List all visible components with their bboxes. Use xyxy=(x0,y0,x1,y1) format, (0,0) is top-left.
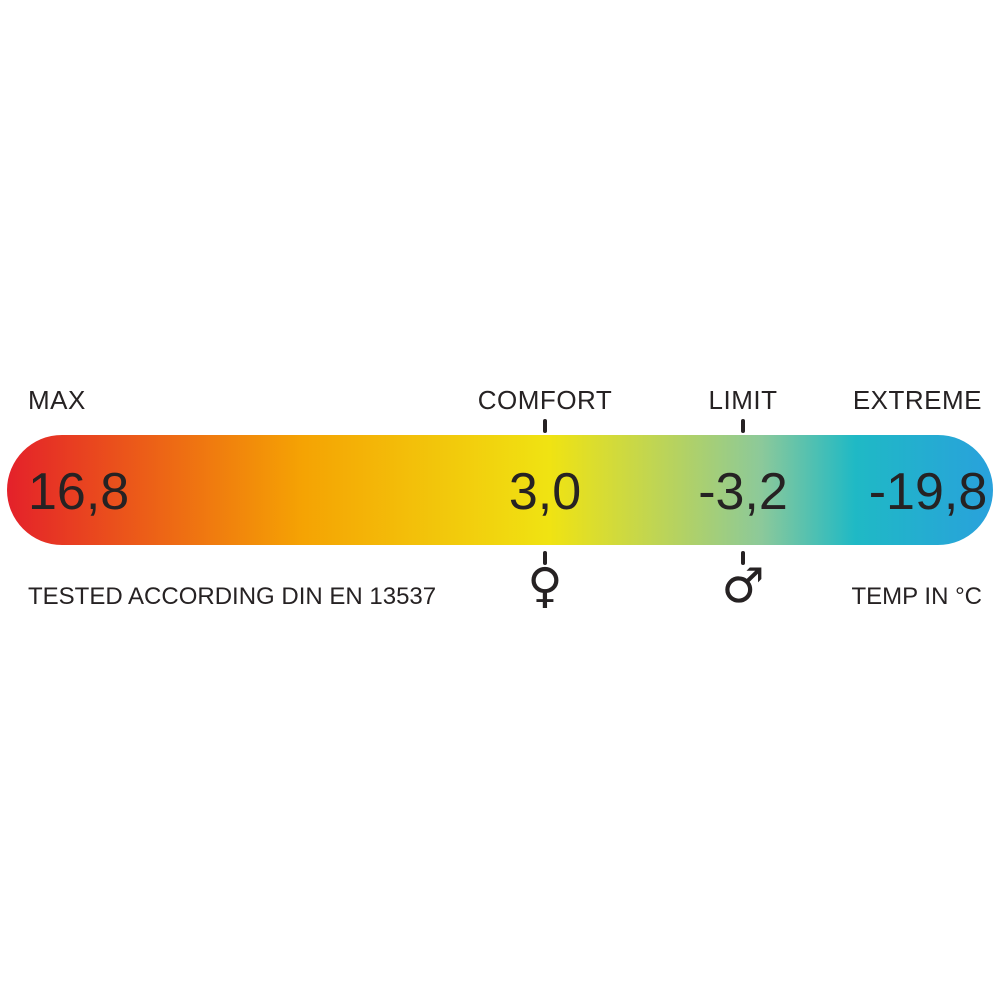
temperature-gradient-bar xyxy=(7,435,993,545)
label-limit: LIMIT xyxy=(708,385,778,415)
male-icon: ♂ xyxy=(721,558,765,614)
label-max: MAX xyxy=(28,385,86,415)
value-max: 16,8 xyxy=(28,463,130,521)
tested-standard-note: TESTED ACCORDING DIN EN 13537 xyxy=(28,583,437,610)
comfort-tick-bottom xyxy=(543,551,547,565)
limit-tick-bottom xyxy=(741,551,745,565)
value-limit: -3,2 xyxy=(698,463,788,521)
value-comfort: 3,0 xyxy=(508,463,582,521)
label-comfort: COMFORT xyxy=(477,385,613,415)
female-icon: ♀ xyxy=(527,558,563,614)
value-extreme: -19,8 xyxy=(868,463,988,521)
limit-tick-top xyxy=(741,419,745,433)
temperature-unit-label: TEMP IN °C xyxy=(851,583,983,610)
label-extreme: EXTREME xyxy=(852,385,982,415)
comfort-tick-top xyxy=(543,419,547,433)
